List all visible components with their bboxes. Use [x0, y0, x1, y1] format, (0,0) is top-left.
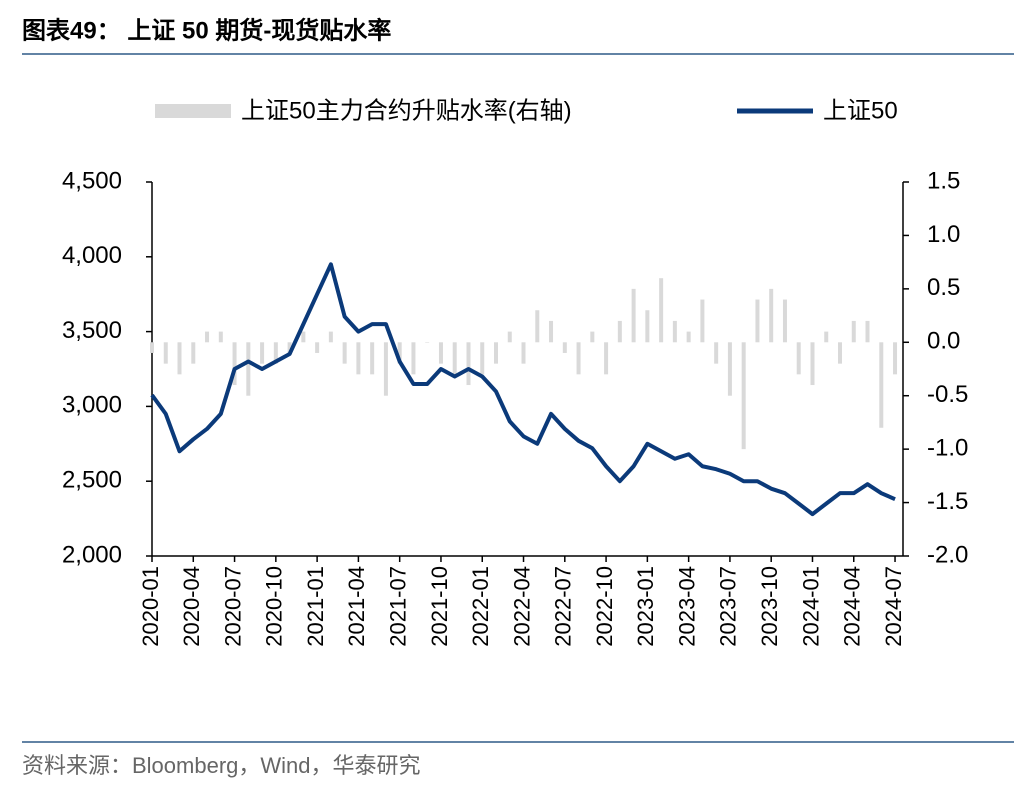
y-tick-label: 4,500 [62, 167, 122, 194]
y-tick-label: 4,000 [62, 242, 122, 269]
bar [535, 310, 540, 343]
bar [397, 342, 402, 364]
bar [507, 331, 512, 343]
x-tick-label: 2020-07 [220, 566, 245, 647]
y-tick-label: 3,500 [62, 317, 122, 344]
x-tick-label: 2020-01 [138, 566, 163, 647]
y2-tick-label: -1.5 [927, 488, 968, 515]
bar [260, 342, 265, 364]
legend-swatch [155, 104, 231, 118]
bar [851, 320, 856, 343]
x-tick-label: 2022-10 [592, 566, 617, 647]
y-tick-label: 2,000 [62, 541, 122, 568]
x-tick-label: 2020-04 [179, 566, 204, 647]
y-tick-label: 2,500 [62, 467, 122, 494]
bar [714, 342, 719, 364]
bar [287, 342, 292, 353]
chart-title: 图表49： 上证 50 期货-现货贴水率 [22, 16, 391, 44]
bar [604, 342, 609, 375]
bar [246, 342, 251, 396]
x-tick-label: 2021-07 [385, 566, 410, 647]
bar [521, 342, 526, 364]
y2-tick-label: 0.0 [927, 328, 960, 355]
bar [810, 342, 815, 386]
bar [150, 342, 154, 353]
line [150, 262, 896, 517]
bar [411, 342, 416, 375]
bar [356, 342, 361, 375]
bar [370, 342, 375, 375]
y2-tick-label: -0.5 [927, 381, 968, 408]
y2-tick-label: 0.5 [927, 274, 960, 301]
bar [177, 342, 182, 375]
y2-tick-label: -1.0 [927, 434, 968, 461]
bar [452, 342, 457, 375]
bar [383, 342, 388, 396]
legend-label: 上证50主力合约升贴水率(右轴) [241, 97, 572, 124]
x-tick-label: 2024-04 [840, 566, 865, 647]
bar [755, 299, 760, 343]
bar [480, 342, 485, 375]
bar [700, 299, 705, 343]
x-tick-label: 2023-07 [716, 566, 741, 647]
bar [727, 342, 732, 396]
x-tick-label: 2024-07 [881, 566, 906, 647]
y2-tick-label: 1.0 [927, 221, 960, 248]
bar [562, 342, 567, 353]
bar [425, 342, 430, 343]
bar [741, 342, 746, 450]
bar [576, 342, 581, 375]
bar [631, 288, 636, 343]
legend-label: 上证50 [823, 97, 898, 124]
x-tick-label: 2020-10 [262, 566, 287, 647]
bar [865, 320, 870, 343]
bar [824, 331, 829, 343]
bar [315, 342, 320, 353]
bar [796, 342, 801, 375]
x-tick-label: 2022-01 [468, 566, 493, 647]
bar [273, 342, 278, 364]
x-tick-label: 2024-01 [798, 566, 823, 647]
source: 资料来源：Bloomberg，Wind，华泰研究 [22, 753, 421, 778]
bar [232, 342, 237, 386]
bar [659, 278, 664, 343]
x-tick-label: 2023-04 [674, 566, 699, 647]
bar [218, 331, 223, 343]
x-tick-label: 2023-10 [757, 566, 782, 647]
bar [301, 331, 306, 343]
bar [782, 299, 787, 343]
bar [645, 310, 650, 343]
bar [617, 320, 622, 343]
x-tick-label: 2021-10 [427, 566, 452, 647]
bar [163, 342, 168, 364]
bar [672, 320, 677, 343]
bar [494, 342, 498, 364]
bar [342, 342, 347, 364]
y2-tick-label: -2.0 [927, 541, 968, 568]
bar [893, 342, 898, 375]
x-tick-label: 2022-04 [509, 566, 534, 647]
x-tick-label: 2021-04 [344, 566, 369, 647]
x-tick-label: 2022-07 [551, 566, 576, 647]
bar [328, 331, 333, 343]
bar [191, 342, 196, 364]
bar [879, 342, 884, 428]
y-tick-label: 3,000 [62, 392, 122, 419]
bar [549, 320, 554, 343]
bar [686, 331, 691, 343]
x-tick-label: 2023-01 [633, 566, 658, 647]
x-tick-label: 2021-01 [303, 566, 328, 647]
bar [438, 342, 443, 364]
bar [205, 331, 210, 343]
y2-tick-label: 1.5 [927, 167, 960, 194]
bar [838, 342, 842, 364]
bar [466, 342, 471, 386]
bar [590, 331, 595, 343]
bar [769, 288, 774, 343]
